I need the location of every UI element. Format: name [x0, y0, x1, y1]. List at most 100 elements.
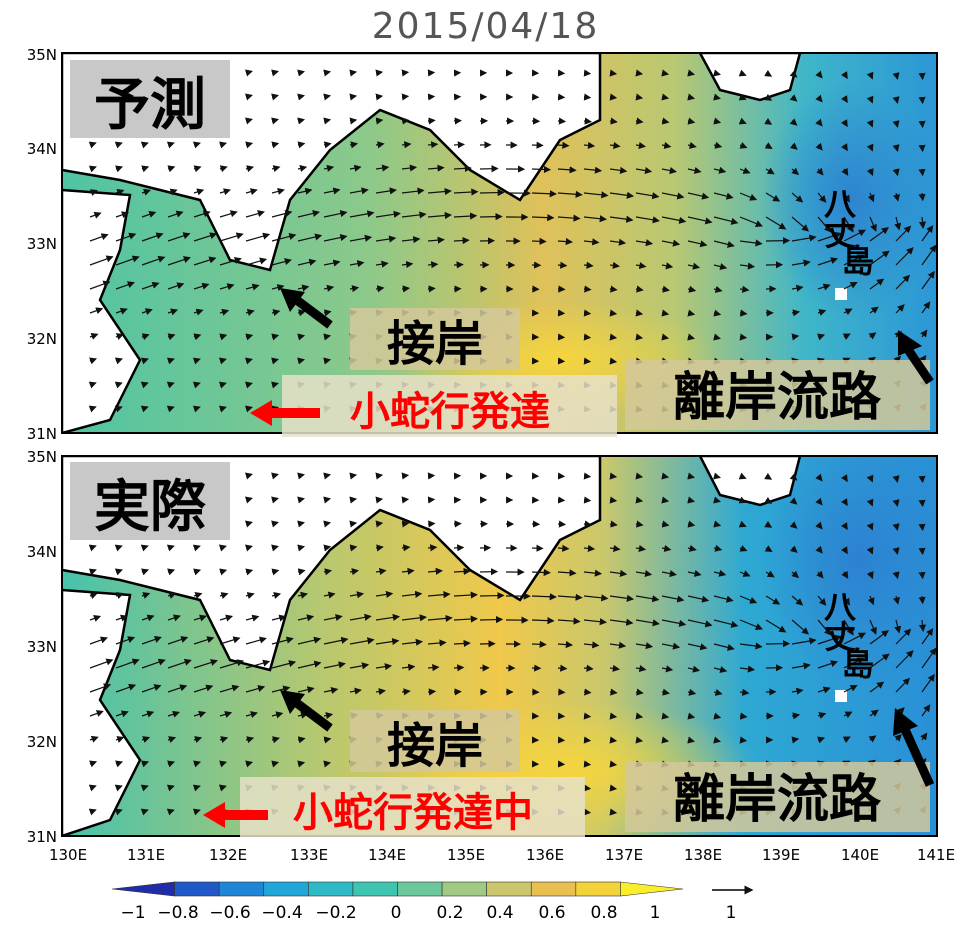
current-vector	[349, 141, 359, 149]
current-vector	[918, 547, 926, 556]
current-vector	[843, 216, 854, 233]
current-vector	[765, 595, 781, 605]
current-vector	[764, 142, 773, 150]
colorbar-swatch	[352, 881, 398, 897]
izu-land	[698, 456, 802, 507]
current-vector	[892, 499, 900, 507]
current-vector	[245, 283, 260, 291]
current-vector	[738, 69, 747, 77]
current-vector	[869, 216, 877, 232]
current-vector	[218, 784, 227, 792]
current-vector	[764, 117, 773, 125]
current-vector	[869, 619, 877, 635]
current-vector	[739, 216, 763, 227]
current-vector	[661, 239, 681, 247]
current-vector	[789, 142, 798, 150]
current-vector	[219, 736, 229, 744]
current-vector	[193, 282, 210, 290]
current-vector	[271, 284, 285, 292]
current-vector	[349, 637, 375, 645]
current-vector	[453, 141, 466, 149]
current-vector	[583, 93, 592, 101]
current-vector	[271, 309, 281, 317]
current-vector	[817, 736, 826, 744]
current-vector	[323, 141, 332, 149]
current-vector	[375, 164, 390, 172]
current-vector	[817, 712, 827, 719]
current-vector	[843, 632, 866, 645]
y-tick-label: 33N	[27, 638, 57, 656]
current-vector	[218, 381, 227, 389]
current-vector	[141, 592, 151, 599]
current-vector	[192, 381, 201, 389]
current-vector	[167, 256, 191, 266]
current-vector	[89, 760, 98, 768]
current-vector	[894, 619, 902, 634]
current-vector	[115, 683, 137, 693]
current-vector	[635, 239, 654, 247]
current-vector	[918, 216, 927, 229]
current-vector	[713, 166, 727, 174]
panel-label: 予測	[94, 73, 206, 138]
current-vector	[245, 405, 253, 413]
current-vector	[817, 660, 839, 669]
current-vector	[817, 309, 827, 316]
current-vector	[245, 760, 254, 768]
current-vector	[297, 117, 306, 125]
colorbar-tick: −1	[120, 903, 145, 923]
current-vector	[89, 307, 104, 315]
current-vector	[453, 164, 472, 172]
current-vector	[89, 332, 99, 340]
current-vector	[271, 520, 279, 528]
current-vector	[323, 210, 348, 218]
current-vector	[892, 547, 900, 556]
current-vector	[297, 760, 306, 768]
current-vector	[297, 614, 315, 622]
current-vector	[866, 546, 874, 555]
current-vector	[583, 141, 596, 149]
meander-label: 小蛇行発達	[350, 389, 550, 435]
current-vector	[583, 357, 592, 365]
current-vector	[219, 210, 238, 218]
current-vector	[297, 209, 320, 218]
current-vector	[843, 595, 850, 606]
colorbar-swatch	[111, 881, 175, 897]
current-vector	[115, 307, 128, 315]
current-vector	[583, 215, 607, 223]
current-vector	[323, 117, 332, 125]
current-vector	[895, 650, 914, 669]
current-vector	[583, 618, 608, 626]
current-vector	[866, 498, 874, 507]
current-vector	[583, 333, 592, 341]
current-vector	[401, 520, 410, 528]
x-tick-label: 133E	[290, 846, 328, 864]
current-vector	[583, 688, 592, 696]
current-vector	[166, 544, 175, 552]
current-vector	[713, 544, 723, 552]
current-vector	[271, 93, 279, 101]
current-vector	[141, 210, 157, 218]
current-vector	[921, 704, 931, 717]
current-vector	[297, 187, 313, 195]
current-vector	[193, 614, 207, 622]
current-vector	[713, 263, 728, 271]
current-vector	[635, 569, 653, 578]
current-vector	[218, 544, 227, 552]
current-vector	[245, 165, 255, 173]
current-vector	[609, 712, 618, 720]
current-vector	[866, 571, 874, 580]
current-vector	[114, 784, 123, 792]
current-vector	[713, 688, 723, 696]
current-vector	[193, 659, 218, 669]
current-vector	[687, 496, 696, 504]
current-vector	[375, 141, 385, 149]
current-vector	[193, 636, 215, 645]
current-vector	[713, 333, 722, 341]
current-vector	[918, 192, 926, 202]
current-vector	[918, 499, 926, 508]
current-vector	[89, 658, 114, 669]
current-vector	[713, 117, 722, 125]
current-vector	[713, 666, 728, 674]
current-vector	[609, 664, 621, 672]
current-vector	[245, 736, 255, 744]
